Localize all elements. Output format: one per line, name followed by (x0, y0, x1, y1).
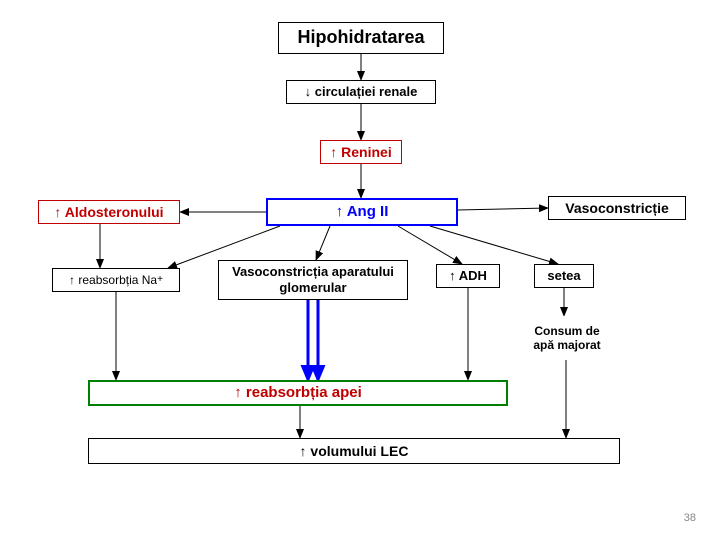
edge-ang-adh (398, 226, 462, 264)
node-volLEC: ↑ volumului LEC (88, 438, 620, 464)
node-aldo: ↑ Aldosteronului (38, 200, 180, 224)
edge-ang-vasoglom (316, 226, 330, 260)
node-ang: ↑ Ang II (266, 198, 458, 226)
node-reabsNa: ↑ reabsorbția Na+ (52, 268, 180, 292)
node-hipo: Hipohidratarea (278, 22, 444, 54)
node-vasoc: Vasoconstricție (548, 196, 686, 220)
node-adh: ↑ ADH (436, 264, 500, 288)
node-consum: Consum de apă majorat (520, 316, 614, 360)
edge-ang-vasoc (458, 208, 548, 210)
edge-ang-setea (430, 226, 558, 264)
node-reabsApei: ↑ reabsorbția apei (88, 380, 508, 406)
node-renin: ↑ Reninei (320, 140, 402, 164)
node-circ: ↓ circulației renale (286, 80, 436, 104)
page-number: 38 (684, 512, 696, 524)
node-vasoglom: Vasoconstricția aparatului glomerular (218, 260, 408, 300)
node-setea: setea (534, 264, 594, 288)
